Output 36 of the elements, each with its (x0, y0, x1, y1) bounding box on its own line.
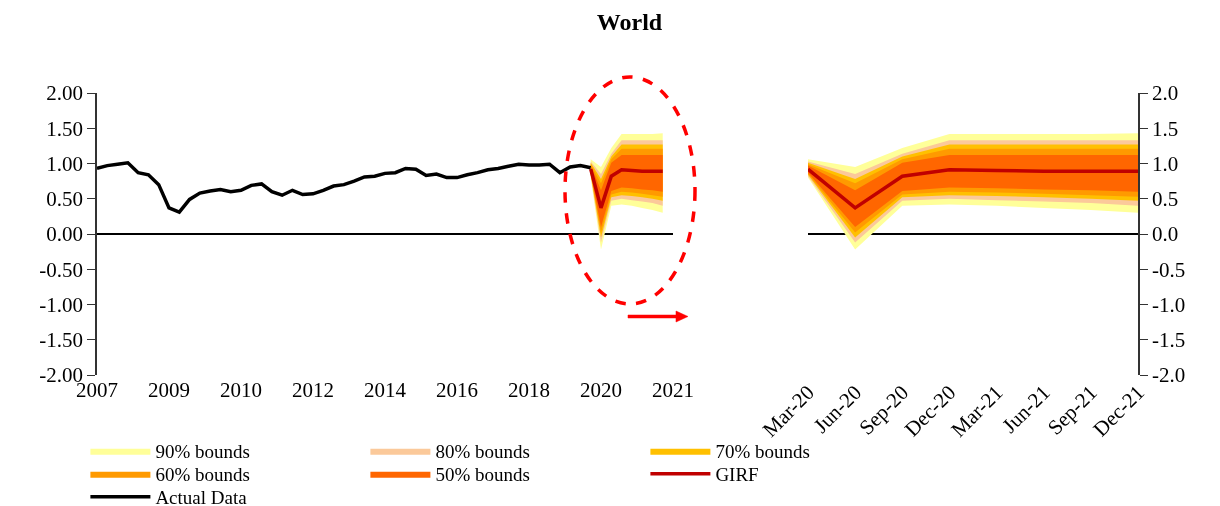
y-tick-label: 2.00 (46, 81, 84, 106)
x-tick-label: 2016 (436, 378, 478, 402)
legend-label: 60% bounds (155, 464, 250, 486)
x-tick-label: 2012 (292, 378, 334, 402)
x-tick-label: 2014 (364, 378, 407, 402)
y-tick-label: 0.0 (1151, 222, 1179, 247)
y-tick-label: -1.0 (1151, 292, 1186, 317)
legend-label: GIRF (715, 464, 759, 486)
legend-label: 80% bounds (435, 441, 530, 463)
y-tick-label: -1.50 (39, 328, 84, 353)
y-tick-label: 2.0 (1151, 81, 1179, 106)
line-series (808, 167, 1138, 210)
y-tick-label: 1.0 (1151, 151, 1179, 176)
y-tick-label: 1.50 (46, 116, 84, 141)
x-tick-label: 2009 (148, 378, 190, 402)
y-tick-label: -1.5 (1151, 328, 1186, 353)
y-tick-label: -2.0 (1151, 363, 1186, 388)
x-tick-label: 2018 (508, 378, 550, 402)
y-tick-label: -0.5 (1151, 257, 1186, 282)
y-tick-label: 0.5 (1151, 187, 1179, 212)
y-tick-label: 1.5 (1151, 116, 1179, 141)
y-tick-label: 1.00 (46, 151, 84, 176)
legend-label: 90% bounds (155, 441, 250, 463)
y-tick-label: -1.00 (39, 292, 84, 317)
x-tick-label: 2020 (580, 378, 622, 402)
legend-label: 70% bounds (715, 441, 810, 463)
legend-label: 50% bounds (435, 464, 530, 486)
y-tick-label: -0.50 (39, 257, 84, 282)
x-tick-label: 2021 (652, 378, 694, 402)
line-series (97, 161, 593, 214)
y-tick-label: 0.50 (46, 187, 84, 212)
legend-label: Actual Data (155, 487, 248, 506)
chart-title: World (596, 9, 663, 36)
line-series (588, 167, 665, 210)
x-tick-label: 2010 (220, 378, 262, 402)
y-tick-label: 0.00 (46, 222, 84, 247)
